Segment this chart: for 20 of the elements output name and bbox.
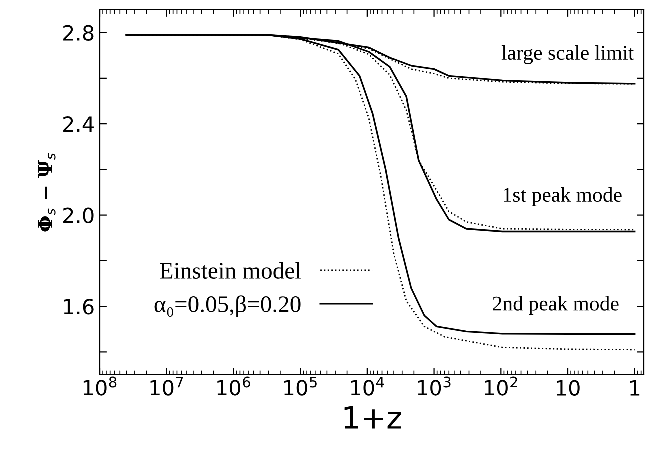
x-tick-label: 10$^{4}$ bbox=[351, 376, 384, 396]
y-tick-label: 2.8 bbox=[64, 25, 94, 42]
x-tick-label: 10$^{8}$ bbox=[84, 376, 117, 396]
y-tick-label: 2.4 bbox=[64, 116, 94, 132]
y-tick-label: 2.0 bbox=[64, 208, 94, 224]
x-tick-label: 10$^{3}$ bbox=[418, 376, 451, 396]
annotation: large scale limit bbox=[502, 45, 634, 64]
legend-label: Einstein model bbox=[160, 262, 302, 279]
y-axis-title: Φ$_{s}$ − Ψ$_{s}$ bbox=[38, 153, 56, 232]
x-tick-label: 10$^{2}$ bbox=[485, 376, 518, 396]
x-tick-label: 10 bbox=[557, 380, 580, 396]
x-tick-label: 10$^{5}$ bbox=[284, 376, 317, 396]
annotation: 1st peak mode bbox=[504, 187, 622, 206]
x-tick-label: 1 bbox=[630, 380, 640, 396]
y-tick-label: 1.6 bbox=[64, 299, 94, 315]
x-axis-title: 1+z bbox=[344, 406, 402, 429]
annotation: 2nd peak mode bbox=[493, 296, 619, 316]
x-tick-label: 10$^{7}$ bbox=[150, 376, 184, 396]
legend-label: α₀=0.05,β=0.20 bbox=[154, 296, 301, 318]
x-tick-label: 10$^{6}$ bbox=[218, 376, 250, 396]
